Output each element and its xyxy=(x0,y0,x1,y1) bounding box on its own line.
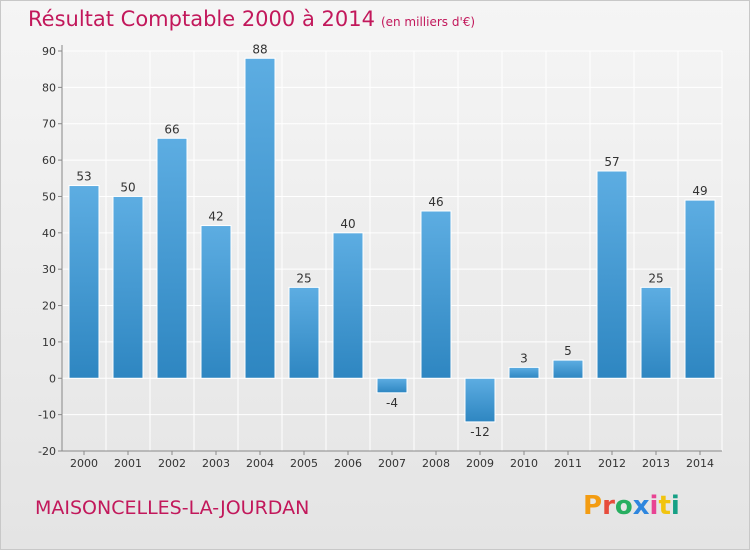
bar-2000 xyxy=(68,185,100,379)
y-tick-label: 60 xyxy=(42,154,56,167)
logo-letter: i xyxy=(670,491,680,521)
chart-subtitle: (en milliers d'€) xyxy=(380,15,476,29)
data-label-2014: 49 xyxy=(692,184,707,198)
x-tick-label-2006: 2006 xyxy=(334,457,362,470)
proxiti-logo: Proxiti xyxy=(583,491,680,521)
bar-2014 xyxy=(684,199,716,379)
bar-2012 xyxy=(596,170,628,379)
y-tick-label: 40 xyxy=(42,227,56,240)
data-label-2008: 46 xyxy=(428,195,443,209)
data-label-2007: -4 xyxy=(386,396,398,410)
y-tick-label: 50 xyxy=(42,190,56,203)
bar-2010 xyxy=(508,366,540,379)
bar-2008 xyxy=(420,210,452,379)
bar-2009 xyxy=(464,377,496,423)
data-label-2010: 3 xyxy=(520,351,528,365)
data-label-2012: 57 xyxy=(604,155,619,169)
bar-2004 xyxy=(244,57,276,379)
x-tick-label-2012: 2012 xyxy=(598,457,626,470)
y-tick-label: 20 xyxy=(42,300,56,313)
x-tick-label-2004: 2004 xyxy=(246,457,274,470)
bar-2003 xyxy=(200,225,232,379)
y-tick-label: 90 xyxy=(42,45,56,58)
data-label-2011: 5 xyxy=(564,344,572,358)
x-tick-label-2009: 2009 xyxy=(466,457,494,470)
bar-2001 xyxy=(112,195,144,379)
bar-2011 xyxy=(552,359,584,379)
data-label-2005: 25 xyxy=(296,271,311,285)
logo-letter: t xyxy=(658,491,671,521)
x-tick-label-2001: 2001 xyxy=(114,457,142,470)
data-label-2000: 53 xyxy=(76,170,91,184)
data-label-2004: 88 xyxy=(252,42,267,56)
logo-letter: r xyxy=(602,491,615,521)
x-tick-label-2008: 2008 xyxy=(422,457,450,470)
axis-layer: -20 -10 0 10 20 30 40 50 60 70 80 90 2000 2001 2002 200… xyxy=(38,45,722,470)
commune-name: MAISONCELLES-LA-JOURDAN xyxy=(35,497,310,519)
y-tick-label: 30 xyxy=(42,263,56,276)
data-label-layer: 53 50 66 42 88 25 40 -4 46 -12 3 5 57 25 49 xyxy=(76,42,707,439)
data-label-2001: 50 xyxy=(120,180,135,194)
logo-letter: P xyxy=(583,491,603,521)
bar-layer xyxy=(68,57,716,423)
y-tick-label: 0 xyxy=(49,372,56,385)
x-tick-label-2000: 2000 xyxy=(70,457,98,470)
chart-title-text: Résultat Comptable 2000 à 2014 xyxy=(28,7,375,31)
x-tick-label-2007: 2007 xyxy=(378,457,406,470)
x-tick-label-2003: 2003 xyxy=(202,457,230,470)
logo-letter: x xyxy=(632,491,650,521)
data-label-2013: 25 xyxy=(648,271,663,285)
x-tick-label-2005: 2005 xyxy=(290,457,318,470)
bar-2013 xyxy=(640,286,672,379)
bar-2005 xyxy=(288,286,320,379)
y-tick-label: -20 xyxy=(38,445,56,458)
x-tick-label-2014: 2014 xyxy=(686,457,714,470)
data-label-2002: 66 xyxy=(164,122,179,136)
logo-letter: i xyxy=(649,491,659,521)
bar-2007 xyxy=(376,377,408,394)
data-label-2009: -12 xyxy=(470,425,490,439)
y-tick-label: -10 xyxy=(38,409,56,422)
y-tick-label: 70 xyxy=(42,118,56,131)
x-tick-label-2010: 2010 xyxy=(510,457,538,470)
bar-2002 xyxy=(156,137,188,379)
y-tick-label: 10 xyxy=(42,336,56,349)
x-tick-label-2011: 2011 xyxy=(554,457,582,470)
bar-2006 xyxy=(332,232,364,379)
data-label-2006: 40 xyxy=(340,217,355,231)
x-tick-label-2002: 2002 xyxy=(158,457,186,470)
x-tick-label-2013: 2013 xyxy=(642,457,670,470)
data-label-2003: 42 xyxy=(208,210,223,224)
y-tick-label: 80 xyxy=(42,81,56,94)
logo-letter: o xyxy=(614,491,633,521)
chart-title: Résultat Comptable 2000 à 2014 (en millie… xyxy=(28,7,475,31)
